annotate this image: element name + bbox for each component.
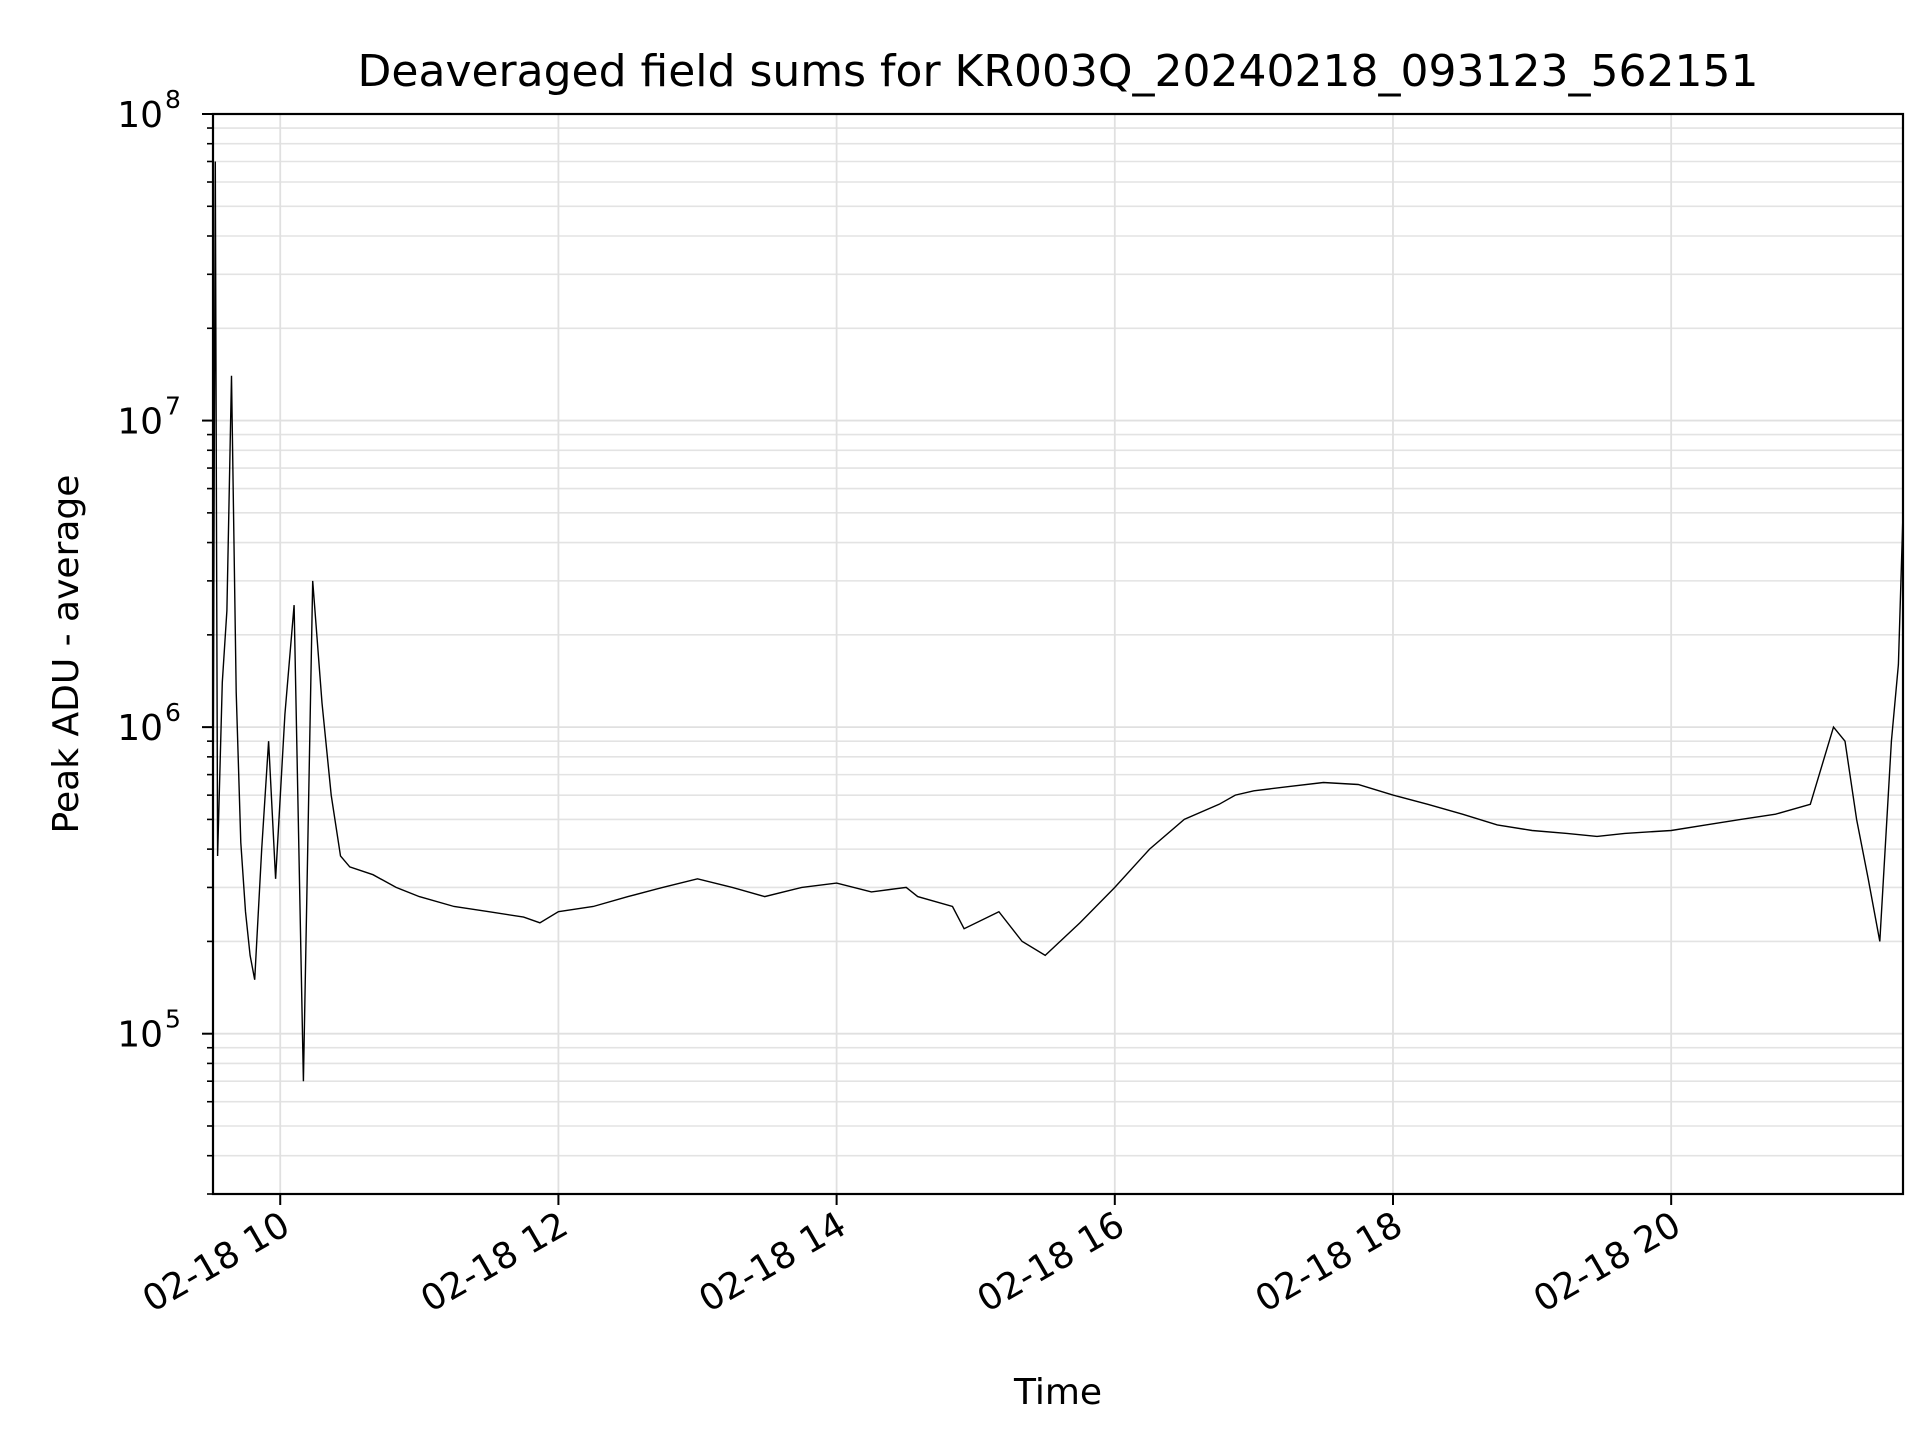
y-tick-label: 10: [117, 708, 163, 749]
x-tick-label: 02-18 16: [971, 1204, 1132, 1320]
x-tick-label: 02-18 20: [1527, 1204, 1688, 1320]
y-tick-exponent: 6: [165, 698, 181, 727]
y-tick-label: 10: [117, 402, 163, 443]
y-tick-label: 10: [117, 1015, 163, 1056]
y-tick-exponent: 5: [165, 1005, 181, 1034]
x-axis: 02-18 10 02-18 12 02-18 14 02-18 16 02-18 18…: [136, 1194, 1688, 1321]
plot-frame: [211, 112, 1905, 1196]
x-axis-label: Time: [1013, 1372, 1102, 1413]
x-tick-label: 02-18 14: [692, 1204, 853, 1320]
chart-title: Deaveraged field sums for KR003Q_2024021…: [358, 46, 1759, 97]
y-tick-exponent: 7: [165, 392, 181, 421]
y-axis-label: Peak ADU - average: [46, 475, 87, 834]
x-tick-label: 02-18 18: [1249, 1204, 1410, 1320]
plot-background: [213, 114, 1903, 1194]
plot-area: [212, 161, 1904, 1082]
x-tick-label: 02-18 12: [414, 1204, 575, 1320]
x-tick-label: 02-18 10: [136, 1204, 297, 1320]
grid: [213, 113, 1903, 1195]
series-line: [212, 161, 1904, 1082]
y-tick-label: 10: [117, 95, 163, 136]
y-tick-exponent: 8: [165, 85, 181, 114]
